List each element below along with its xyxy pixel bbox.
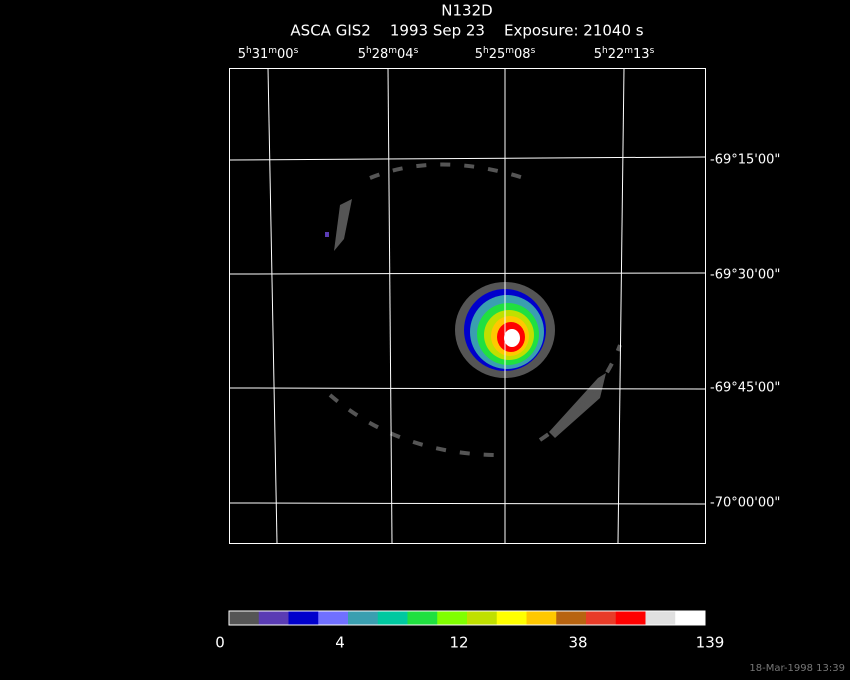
ra-unit: s bbox=[531, 46, 536, 56]
colorbar-segment bbox=[318, 611, 349, 625]
colorbar-segment bbox=[288, 611, 319, 625]
ra-line bbox=[267, 67, 278, 544]
dec-line bbox=[228, 272, 706, 275]
ra-unit: s bbox=[650, 46, 655, 56]
ra-unit: m bbox=[388, 46, 397, 56]
dec-label: -69°15'00" bbox=[710, 153, 780, 168]
ra-value: 5 bbox=[358, 47, 366, 62]
ra-value: 31 bbox=[252, 47, 269, 62]
colorbar-segment bbox=[377, 611, 408, 625]
colorbar-segment bbox=[526, 611, 557, 625]
colorbar-segment bbox=[645, 611, 676, 625]
ra-label: 5h31m00s bbox=[238, 46, 299, 62]
timestamp: 18-Mar-1998 13:39 bbox=[749, 663, 845, 674]
ra-unit: h bbox=[483, 46, 489, 56]
ra-unit: m bbox=[268, 46, 277, 56]
dec-label: -69°30'00" bbox=[710, 268, 780, 283]
ra-unit: m bbox=[505, 46, 514, 56]
colorbar-segment bbox=[556, 611, 587, 625]
ra-value: 04 bbox=[397, 47, 414, 62]
colorbar-tick-label: 4 bbox=[335, 634, 345, 652]
ra-value: 22 bbox=[608, 47, 625, 62]
ra-value: 08 bbox=[514, 47, 531, 62]
blob bbox=[504, 329, 520, 347]
title: N132D bbox=[441, 2, 492, 20]
ra-value: 5 bbox=[475, 47, 483, 62]
ra-unit: h bbox=[366, 46, 372, 56]
ra-unit: s bbox=[414, 46, 419, 56]
ra-unit: h bbox=[602, 46, 608, 56]
ring bbox=[328, 162, 622, 457]
ra-unit: h bbox=[246, 46, 252, 56]
colorbar-segment bbox=[615, 611, 646, 625]
colorbar-segment bbox=[586, 611, 617, 625]
dec-label: -70°00'00" bbox=[710, 496, 780, 511]
colorbar-tick-label: 38 bbox=[568, 634, 587, 652]
colorbar-frame bbox=[228, 610, 706, 626]
emission-patch bbox=[334, 199, 352, 251]
ra-line bbox=[387, 67, 393, 544]
colorbar-segment bbox=[258, 611, 289, 625]
frame bbox=[229, 68, 706, 544]
ra-label: 5h28m04s bbox=[358, 46, 419, 62]
ra-label: 5h25m08s bbox=[475, 46, 536, 62]
ra-label: 5h22m13s bbox=[594, 46, 655, 62]
subtitle: ASCA GIS2 1993 Sep 23 Exposure: 21040 s bbox=[290, 22, 643, 40]
colorbar-segment bbox=[437, 611, 468, 625]
ra-unit: m bbox=[624, 46, 633, 56]
ra-value: 13 bbox=[633, 47, 650, 62]
dec-line bbox=[228, 387, 706, 390]
dec-line bbox=[228, 502, 706, 505]
ra-unit: s bbox=[294, 46, 299, 56]
colorbar-segment bbox=[348, 611, 379, 625]
colorbar-tick-label: 12 bbox=[449, 634, 468, 652]
colorbar-segment bbox=[229, 611, 260, 625]
emission-patch bbox=[325, 232, 329, 237]
ra-value: 5 bbox=[594, 47, 602, 62]
colorbar-segment bbox=[675, 611, 706, 625]
colorbar-segment bbox=[407, 611, 438, 625]
dec-line bbox=[228, 156, 706, 161]
ra-value: 00 bbox=[277, 47, 294, 62]
dec-label: -69°45'00" bbox=[710, 381, 780, 396]
colorbar-segment bbox=[496, 611, 527, 625]
coordinate-grid bbox=[228, 67, 706, 544]
colorbar-tick-label: 0 bbox=[215, 634, 225, 652]
ra-value: 28 bbox=[372, 47, 389, 62]
colorbar-segment bbox=[467, 611, 498, 625]
ra-value: 25 bbox=[489, 47, 506, 62]
ra-value: 5 bbox=[238, 47, 246, 62]
ra-line bbox=[617, 67, 625, 544]
colorbar-tick-label: 139 bbox=[696, 634, 725, 652]
